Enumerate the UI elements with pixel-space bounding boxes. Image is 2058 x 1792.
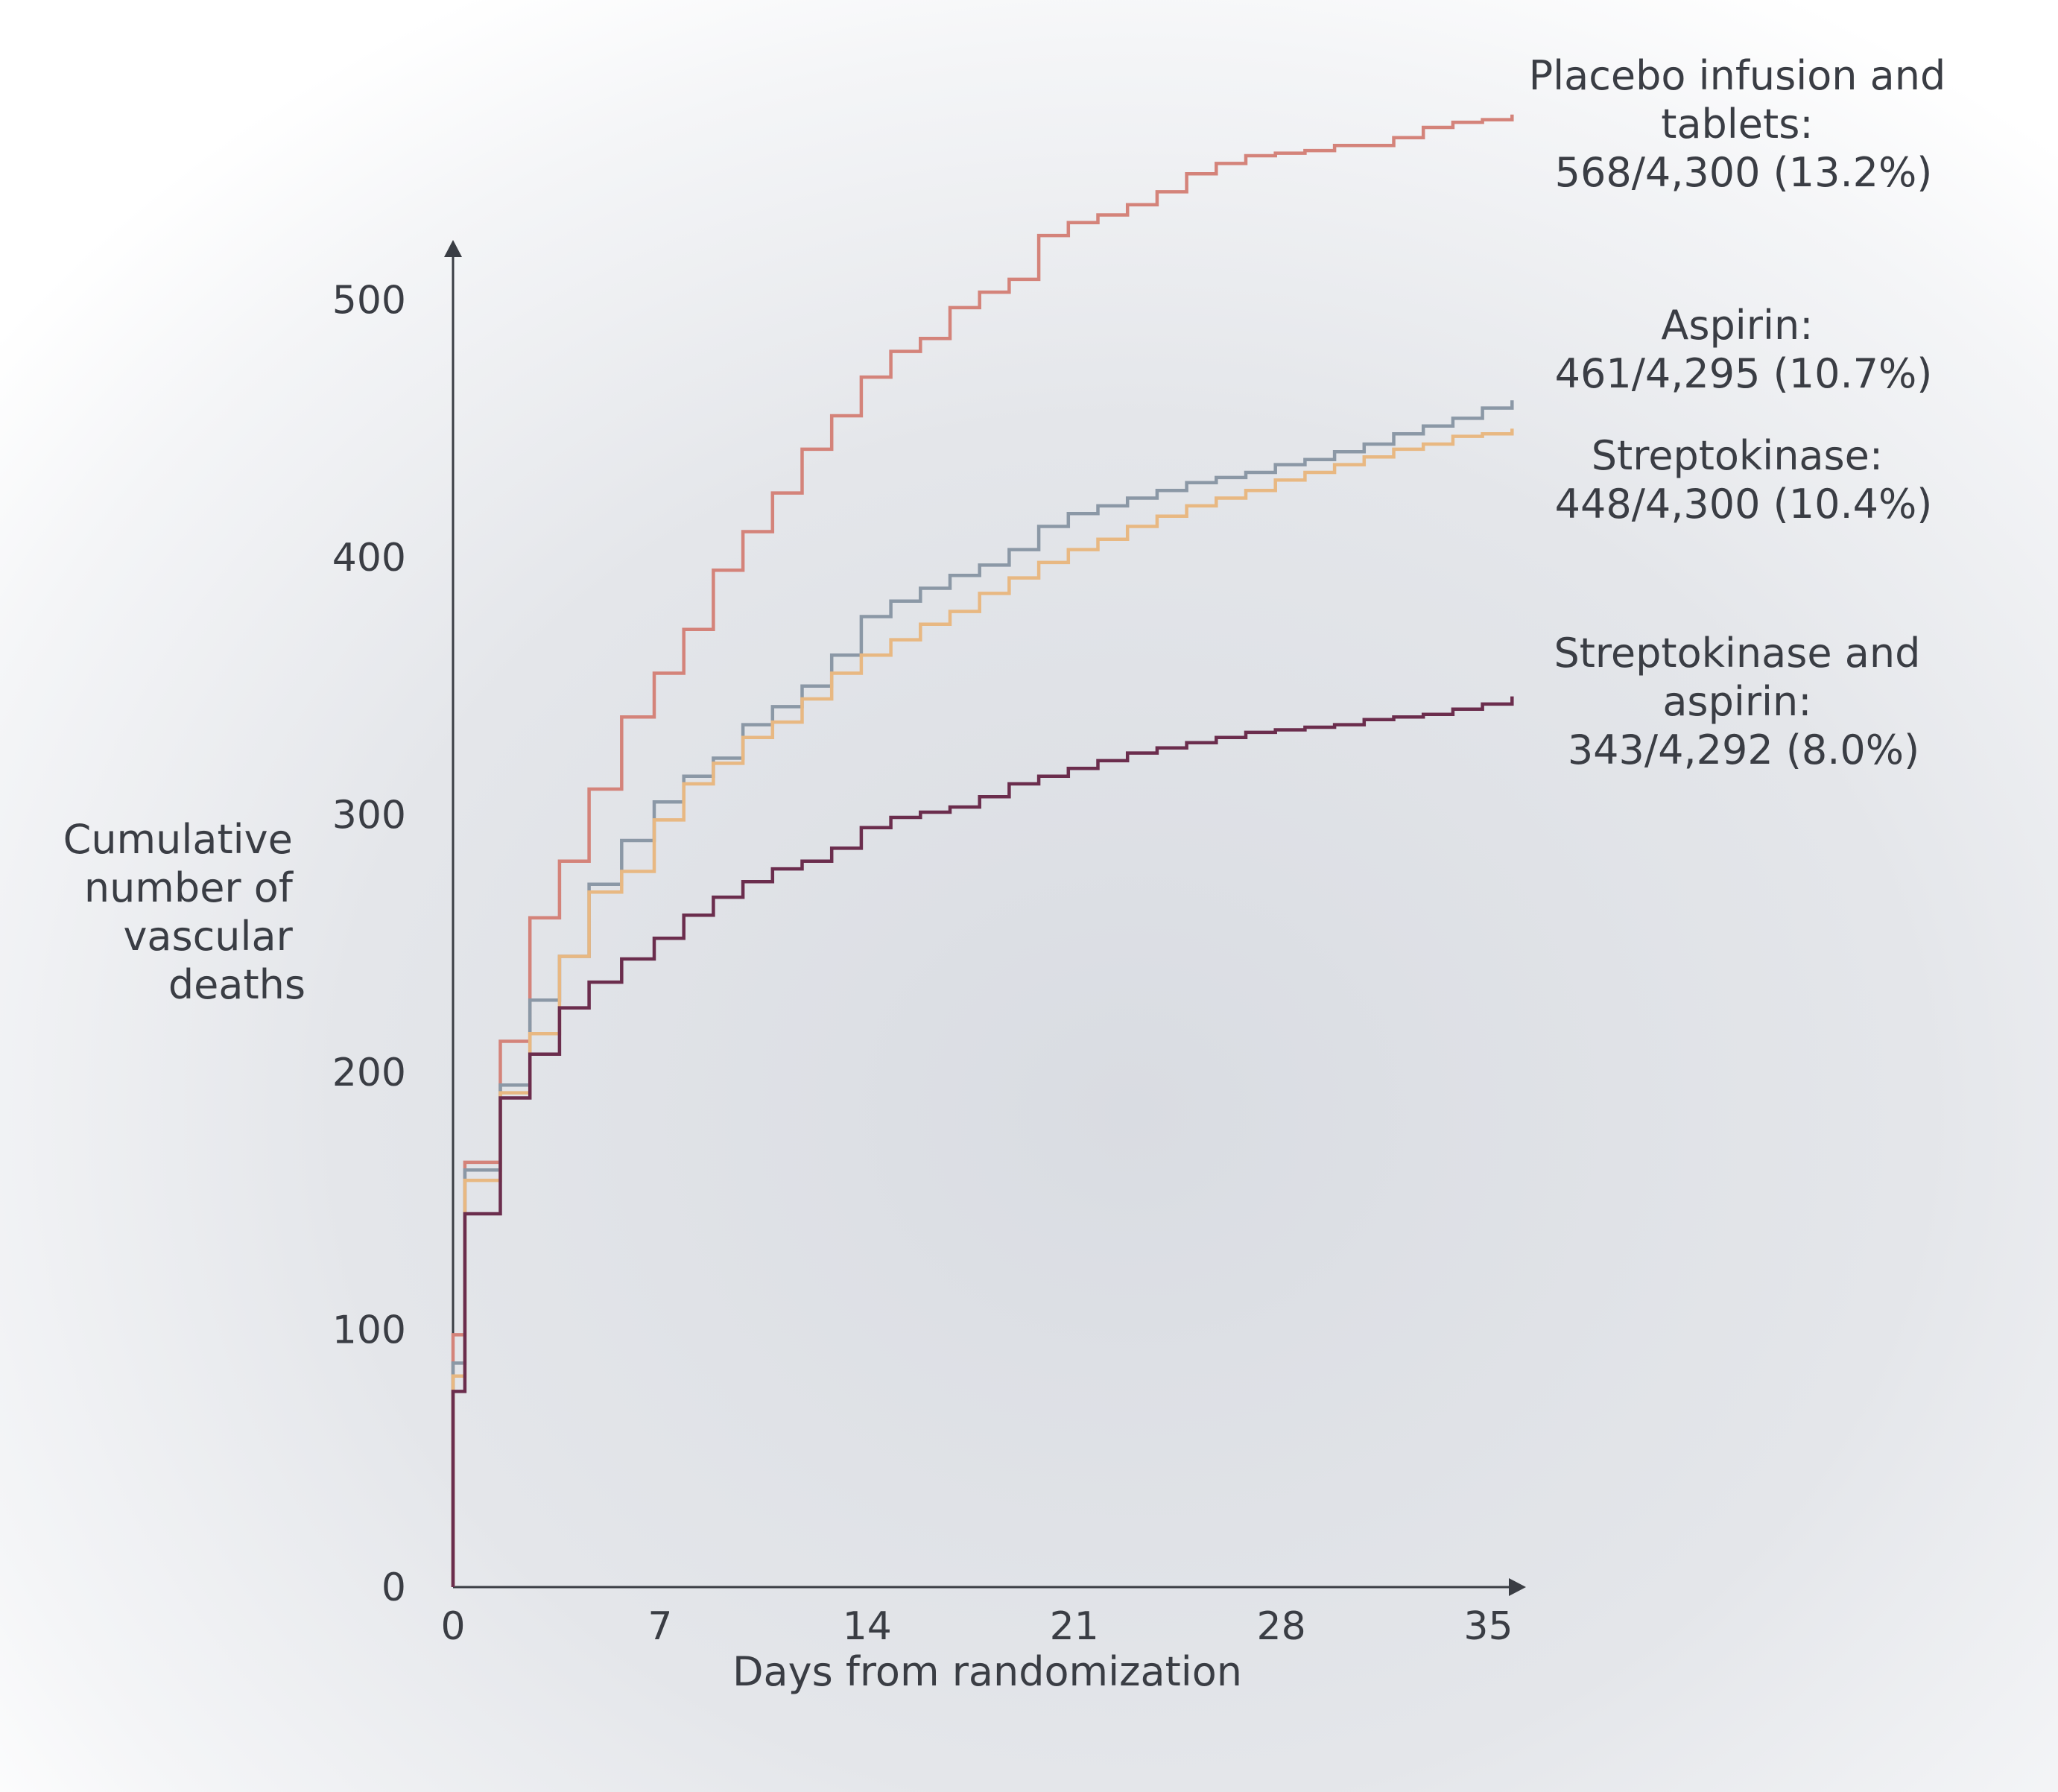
x-tick-label: 7 (648, 1604, 672, 1649)
series-line-streptokinase-aspirin (451, 696, 1514, 1587)
y-axis-title-line: number of (84, 864, 294, 911)
y-axis-title: Cumulative number of vascular deaths (63, 816, 305, 1008)
series-line-streptokinase (451, 428, 1514, 1587)
y-tick-labels: 0 100 200 300 400 500 (332, 279, 406, 1611)
series-label-line: Streptokinase and (1554, 630, 1920, 677)
x-tick-label: 28 (1257, 1604, 1306, 1649)
series-label-streptokinase-aspirin: Streptokinase and aspirin: 343/4,292 (8.… (1554, 630, 1933, 773)
y-tick-label: 400 (332, 536, 406, 580)
y-tick-label: 0 (381, 1565, 406, 1610)
x-tick-label: 35 (1463, 1604, 1513, 1649)
series-label-line: tablets: (1661, 101, 1813, 148)
x-tick-labels: 0 7 14 21 28 35 (440, 1604, 1513, 1649)
y-axis-title-line: vascular (123, 913, 293, 960)
x-axis-title: Days from randomization (732, 1648, 1242, 1695)
series-label-line: 461/4,295 (10.7%) (1555, 350, 1933, 397)
series-label-line: aspirin: (1662, 678, 1811, 725)
series-label-streptokinase: Streptokinase: 448/4,300 (10.4%) (1555, 432, 1933, 528)
y-axis-title-line: Cumulative (63, 816, 293, 863)
x-tick-label: 21 (1050, 1604, 1099, 1649)
series-label-line: Placebo infusion and (1529, 52, 1946, 99)
y-axis-title-line: deaths (168, 961, 305, 1008)
x-tick-label: 0 (440, 1604, 465, 1649)
x-axis-arrow (1509, 1578, 1526, 1596)
series-label-line: 343/4,292 (8.0%) (1568, 726, 1919, 773)
y-axis-arrow (444, 240, 462, 257)
series-label-line: Aspirin: (1661, 302, 1813, 349)
series-label-aspirin: Aspirin: 461/4,295 (10.7%) (1555, 302, 1933, 397)
series-label-line: Streptokinase: (1592, 432, 1883, 479)
series-label-line: 568/4,300 (13.2%) (1555, 149, 1933, 196)
y-tick-label: 200 (332, 1051, 406, 1095)
series-label-line: 448/4,300 (10.4%) (1555, 481, 1933, 528)
series-label-placebo: Placebo infusion and tablets: 568/4,300 … (1529, 52, 1959, 196)
y-tick-label: 300 (332, 794, 406, 838)
series-lines (451, 114, 1514, 1587)
x-tick-label: 14 (843, 1604, 892, 1649)
series-line-placebo (451, 114, 1514, 1587)
y-tick-label: 100 (332, 1308, 406, 1353)
y-tick-label: 500 (332, 279, 406, 323)
